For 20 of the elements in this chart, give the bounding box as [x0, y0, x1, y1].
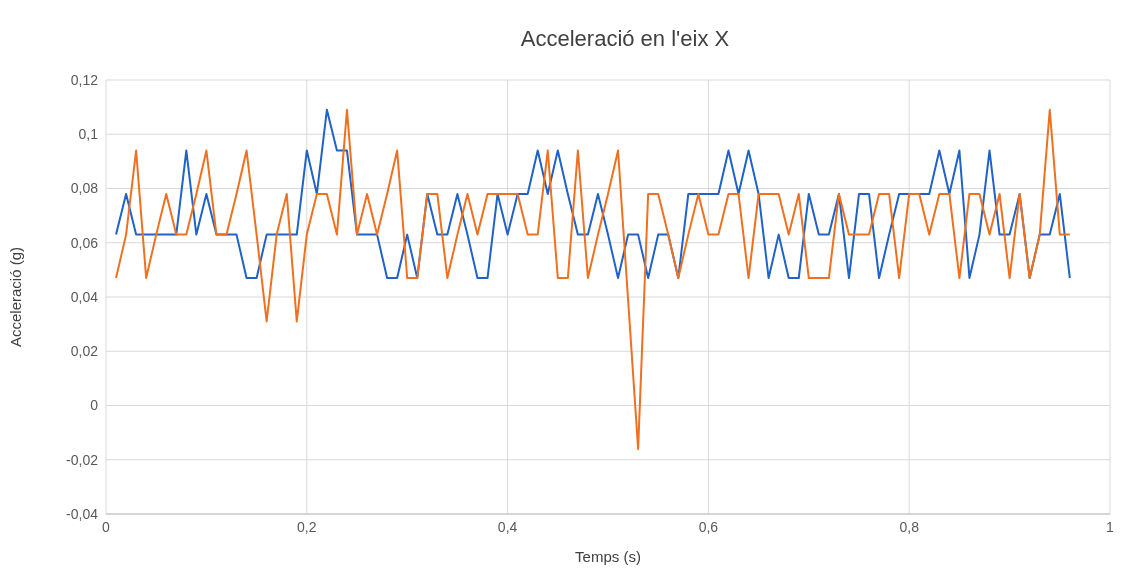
x-tick-label: 0,4 — [497, 518, 518, 535]
x-tick-label: 0,2 — [297, 518, 317, 535]
y-tick-label: 0,08 — [70, 180, 99, 197]
x-axis-title: Temps (s) — [575, 548, 641, 565]
y-tick-label: 0,02 — [70, 343, 99, 360]
y-axis-title: Acceleració (g) — [7, 246, 25, 348]
x-tick-label: 0 — [102, 518, 111, 535]
chart-title: Acceleració en l'eix X — [519, 25, 731, 53]
y-tick-label: -0,04 — [66, 505, 99, 522]
x-tick-label: 1 — [1106, 518, 1115, 535]
y-tick-label: 0 — [90, 397, 99, 414]
y-tick-label: -0,02 — [66, 451, 99, 468]
y-tick-label: 0,1 — [78, 126, 99, 143]
y-tick-label: 0,12 — [70, 71, 99, 88]
y-tick-label: 0,06 — [70, 234, 99, 251]
y-tick-label: 0,04 — [70, 288, 99, 305]
line-series — [115, 108, 1071, 450]
x-tick-label: 0,6 — [698, 518, 719, 535]
x-tick-label: 0,8 — [899, 518, 920, 535]
line-series — [115, 108, 1071, 280]
